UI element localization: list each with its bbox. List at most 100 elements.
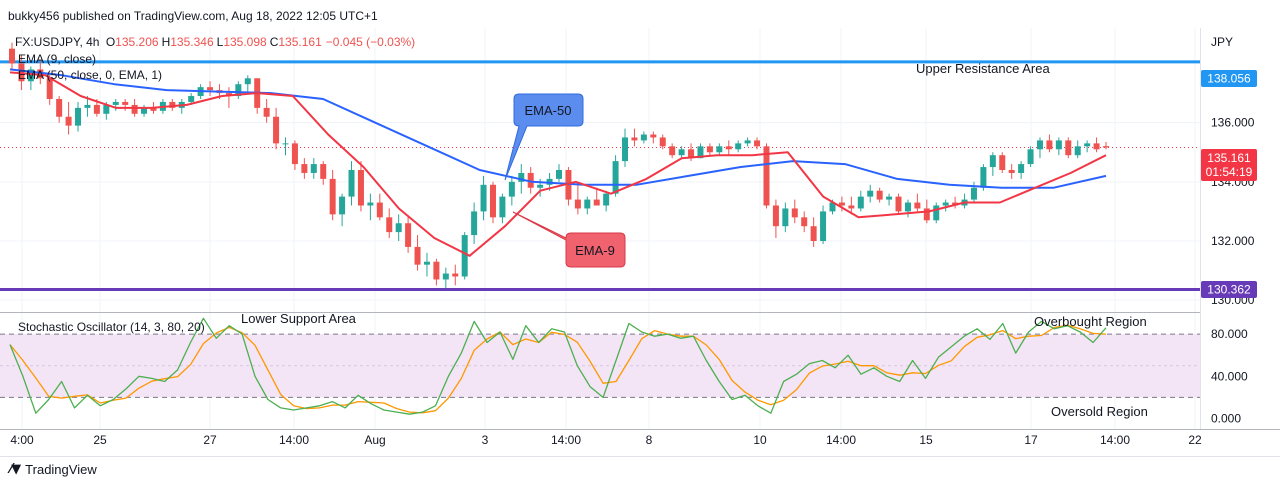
- candle[interactable]: [914, 193, 921, 212]
- candle[interactable]: [942, 199, 949, 212]
- candle[interactable]: [1046, 134, 1053, 153]
- stoch-d-line[interactable]: [9, 324, 1107, 414]
- candle[interactable]: [989, 152, 996, 176]
- candle[interactable]: [254, 78, 261, 114]
- candle[interactable]: [706, 143, 713, 156]
- candle[interactable]: [499, 193, 506, 224]
- candle[interactable]: [848, 196, 855, 215]
- candle[interactable]: [876, 187, 883, 203]
- candle[interactable]: [357, 161, 364, 212]
- candle[interactable]: [442, 267, 449, 289]
- candle[interactable]: [782, 202, 789, 233]
- candle[interactable]: [970, 181, 977, 203]
- candle[interactable]: [886, 193, 893, 206]
- candle[interactable]: [452, 264, 459, 286]
- candle[interactable]: [622, 128, 629, 168]
- candle[interactable]: [414, 235, 421, 271]
- candle[interactable]: [84, 96, 91, 117]
- candle[interactable]: [263, 99, 270, 123]
- candle[interactable]: [1055, 137, 1062, 156]
- candle[interactable]: [386, 208, 393, 239]
- candle[interactable]: [395, 214, 402, 241]
- candle[interactable]: [593, 187, 600, 206]
- candle[interactable]: [1103, 142, 1109, 150]
- candle[interactable]: [640, 131, 647, 144]
- candle[interactable]: [895, 193, 902, 215]
- candle[interactable]: [1074, 140, 1081, 159]
- candle[interactable]: [772, 199, 779, 239]
- candle[interactable]: [556, 164, 562, 182]
- ema9-callout[interactable]: EMA-9: [512, 211, 626, 268]
- stoch-k-line[interactable]: [9, 317, 1107, 415]
- candle[interactable]: [1084, 140, 1091, 153]
- candle[interactable]: [207, 81, 214, 97]
- candle[interactable]: [112, 99, 119, 111]
- candle[interactable]: [612, 155, 619, 197]
- candle[interactable]: [282, 137, 289, 156]
- candle[interactable]: [9, 42, 15, 70]
- candle[interactable]: [584, 196, 591, 215]
- candle[interactable]: [867, 184, 874, 203]
- candle[interactable]: [122, 99, 129, 111]
- candle[interactable]: [339, 193, 346, 227]
- candle[interactable]: [857, 190, 864, 212]
- candle[interactable]: [235, 81, 242, 99]
- candle[interactable]: [754, 137, 761, 150]
- candle[interactable]: [301, 158, 308, 179]
- candle[interactable]: [999, 152, 1006, 173]
- candle[interactable]: [669, 143, 676, 159]
- candle[interactable]: [574, 184, 581, 215]
- candle[interactable]: [273, 107, 280, 150]
- candle[interactable]: [367, 193, 374, 221]
- candle[interactable]: [744, 137, 751, 147]
- candle[interactable]: [291, 140, 298, 170]
- candle[interactable]: [1008, 164, 1015, 179]
- candle[interactable]: [376, 193, 383, 221]
- candle[interactable]: [952, 196, 959, 209]
- candle[interactable]: [75, 101, 82, 132]
- candle[interactable]: [141, 104, 148, 117]
- candle[interactable]: [716, 143, 723, 156]
- candle[interactable]: [1036, 137, 1043, 159]
- ema50-line[interactable]: [9, 68, 1107, 189]
- candle[interactable]: [904, 199, 911, 218]
- candle[interactable]: [527, 167, 534, 194]
- ema50-callout[interactable]: EMA-50: [504, 93, 584, 181]
- candle[interactable]: [480, 175, 487, 221]
- candle[interactable]: [801, 211, 808, 233]
- candle[interactable]: [225, 87, 232, 108]
- candle[interactable]: [244, 75, 251, 94]
- candle[interactable]: [320, 161, 327, 185]
- candle[interactable]: [678, 146, 685, 159]
- candle[interactable]: [471, 202, 478, 244]
- candle[interactable]: [508, 175, 515, 206]
- candle[interactable]: [650, 131, 657, 144]
- candle[interactable]: [1018, 161, 1025, 179]
- ema9-line[interactable]: [9, 71, 1107, 257]
- candle[interactable]: [791, 199, 798, 224]
- candle[interactable]: [423, 252, 430, 277]
- candle[interactable]: [1065, 137, 1072, 159]
- candle[interactable]: [65, 101, 72, 135]
- candle[interactable]: [961, 193, 968, 209]
- tradingview-logo[interactable]: ⁄▼ TradingView: [10, 462, 97, 477]
- candle[interactable]: [56, 96, 63, 123]
- candle[interactable]: [933, 202, 940, 224]
- candle[interactable]: [838, 196, 845, 212]
- candle[interactable]: [603, 190, 610, 212]
- candle[interactable]: [725, 140, 732, 156]
- candle[interactable]: [735, 140, 742, 153]
- candle[interactable]: [310, 158, 317, 179]
- candle[interactable]: [820, 205, 827, 244]
- candle[interactable]: [461, 232, 468, 280]
- candle[interactable]: [489, 181, 496, 224]
- candle[interactable]: [659, 134, 666, 150]
- candle[interactable]: [329, 170, 336, 221]
- candle[interactable]: [1093, 137, 1100, 153]
- candle[interactable]: [810, 217, 817, 247]
- candle[interactable]: [631, 128, 638, 147]
- candle[interactable]: [169, 99, 176, 111]
- candle[interactable]: [348, 161, 355, 206]
- candle[interactable]: [27, 66, 34, 91]
